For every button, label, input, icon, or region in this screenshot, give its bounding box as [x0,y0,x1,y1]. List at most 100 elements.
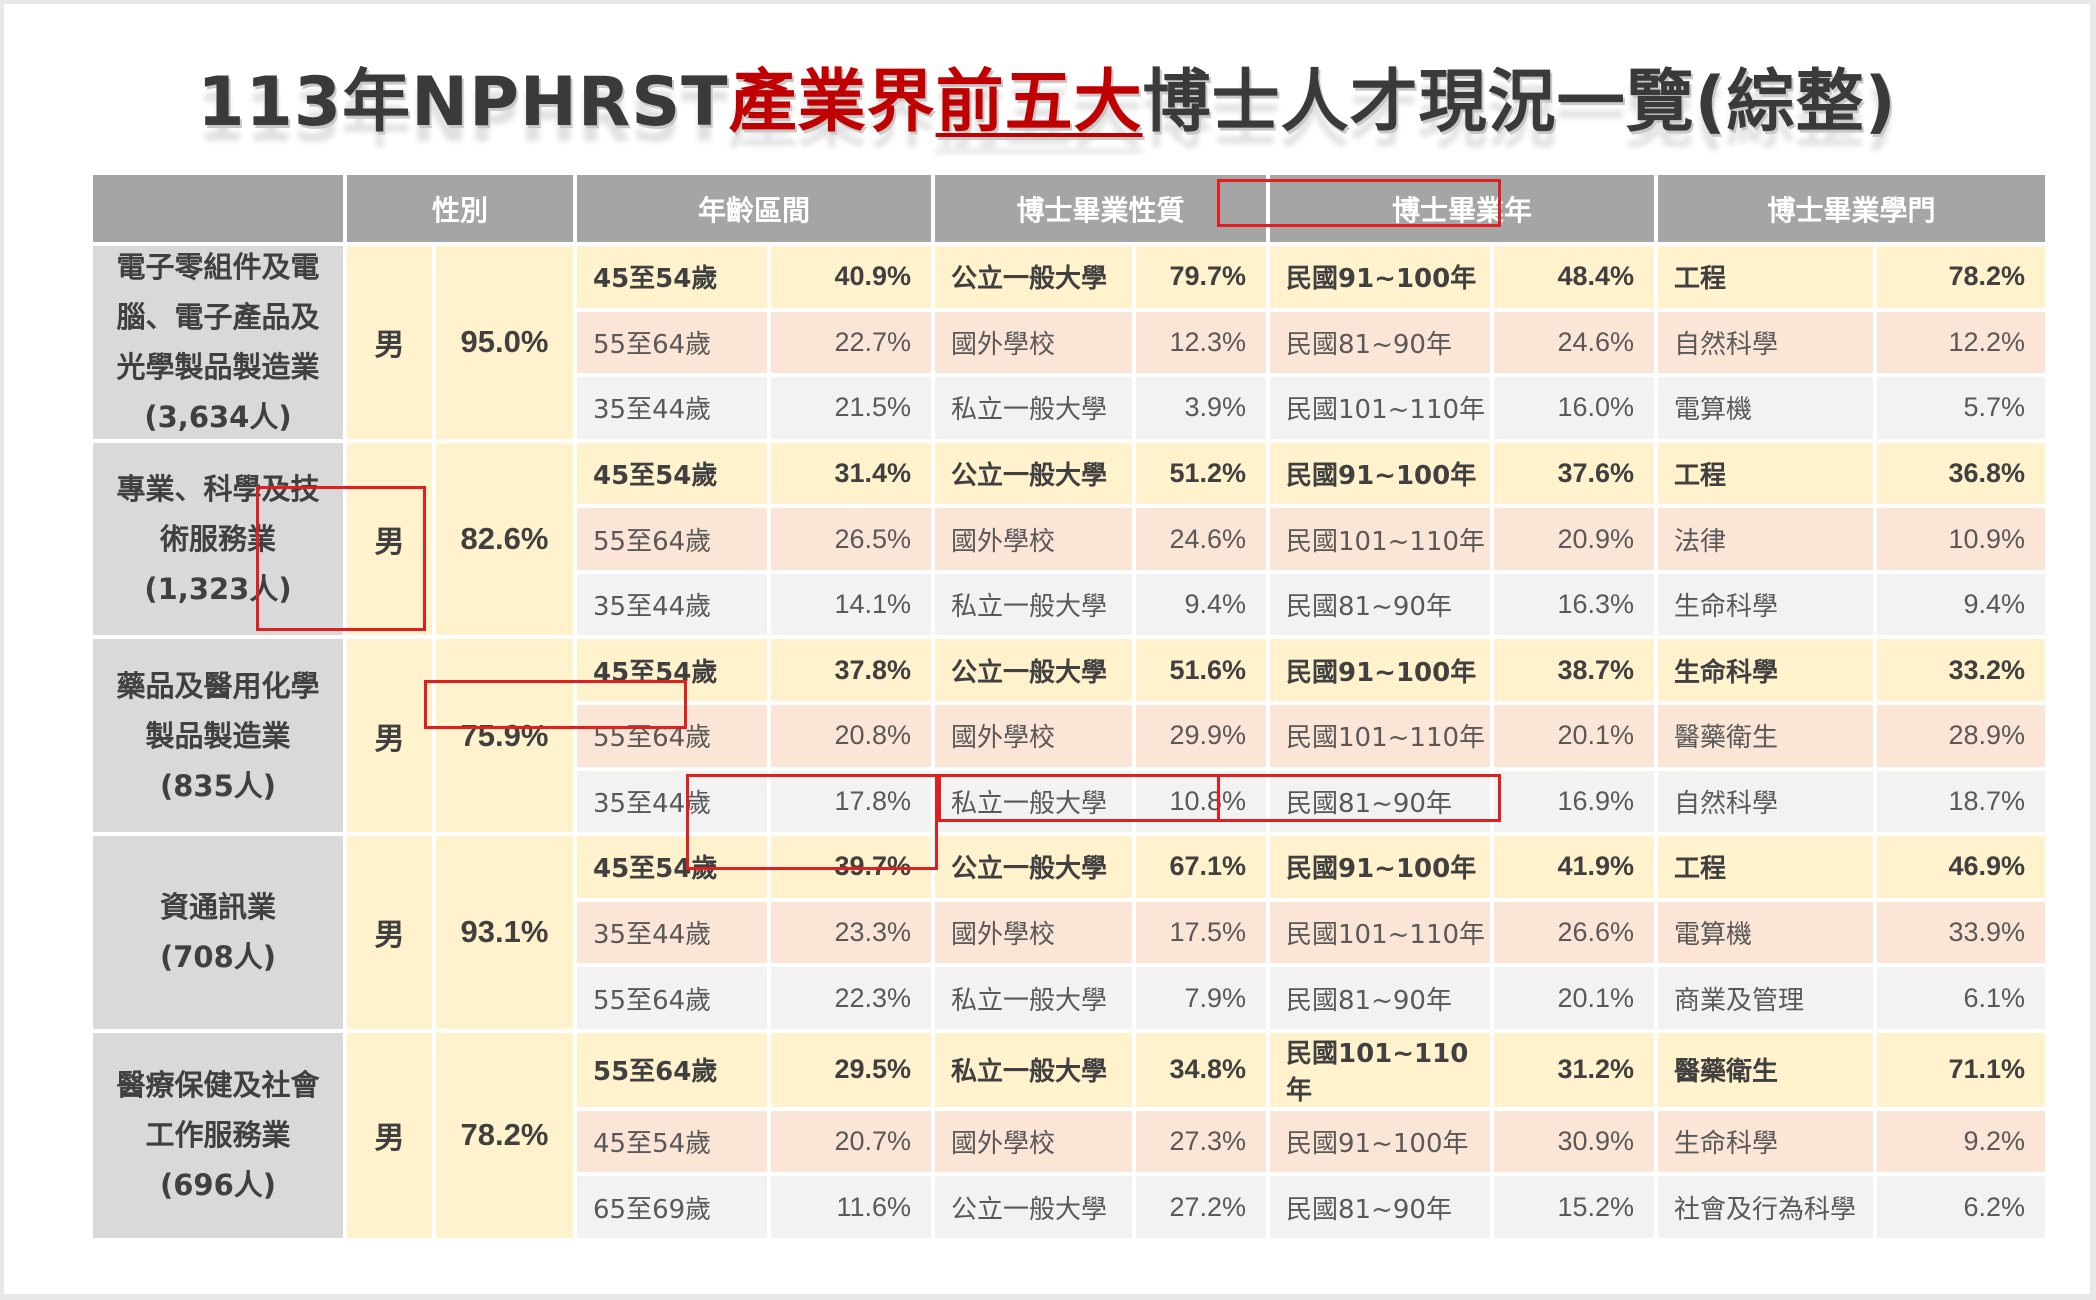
grad-year-percent: 24.6% [1494,311,1654,374]
industry-name-line: 工作服務業 [145,1118,291,1153]
industry-name-line: 專業、科學及技 [116,472,320,507]
field-percent: 12.2% [1877,311,2045,374]
grad-year: 民國91~100年 [1270,639,1490,701]
industry-name-line: 醫療保健及社會 [116,1068,320,1103]
gender-percent: 82.6% [436,442,573,636]
grad-year-percent: 38.7% [1494,639,1654,701]
grad-year: 民國101~110年 [1270,508,1490,570]
industry-name-line: 電子零組件及電 [116,250,320,285]
field-percent: 28.9% [1877,705,2045,767]
school-type: 私立一般大學 [935,1032,1132,1107]
school-type: 私立一般大學 [935,770,1132,833]
field-percent: 9.2% [1877,1110,2045,1173]
summary-table: 性別 年齡區間 博士畢業性質 博士畢業年 博士畢業學門 電子零組件及電 腦、電子產品及 光學製… [93,175,2045,1238]
field-percent: 71.1% [1877,1032,2045,1107]
field: 醫藥衛生 [1658,705,1873,767]
header-grad-year: 博士畢業年 [1270,175,1654,242]
school-type: 公立一般大學 [935,442,1132,505]
field: 生命科學 [1658,573,1873,636]
age-percent: 37.8% [771,639,931,701]
industry-name-line: (835人) [159,768,277,803]
age-percent: 40.9% [771,246,931,308]
age-percent: 11.6% [771,1176,931,1238]
school-type: 國外學校 [935,508,1132,570]
field-percent: 6.1% [1877,967,2045,1029]
age-range: 35至44歲 [577,573,767,636]
title-suffix: 博士人才現況一覽(綜整) [1142,63,1897,142]
age-percent: 22.7% [771,311,931,374]
gender-label: 男 [347,639,432,833]
field: 工程 [1658,246,1873,308]
school-type: 公立一般大學 [935,246,1132,308]
gender-percent: 93.1% [436,836,573,1029]
grad-year-percent: 37.6% [1494,442,1654,505]
field: 電算機 [1658,901,1873,964]
title-prefix: 113年NPHRST [197,63,729,142]
age-range: 55至64歲 [577,311,767,374]
field-percent: 33.2% [1877,639,2045,701]
field: 醫藥衛生 [1658,1032,1873,1107]
age-range: 35至44歲 [577,770,767,833]
header-age: 年齡區間 [577,175,931,242]
gender-label: 男 [347,442,432,636]
school-type: 公立一般大學 [935,639,1132,701]
school-type: 私立一般大學 [935,377,1132,439]
title-highlight-industry: 產業界 [728,63,936,142]
grad-year: 民國91~100年 [1270,442,1490,505]
gender-label: 男 [347,246,432,439]
school-percent: 29.9% [1136,705,1266,767]
field-percent: 36.8% [1877,442,2045,505]
grad-year-percent: 20.9% [1494,508,1654,570]
gender-label: 男 [347,1032,432,1238]
gender-percent: 78.2% [436,1032,573,1238]
field: 工程 [1658,442,1873,505]
school-type: 國外學校 [935,1110,1132,1173]
grad-year: 民國101~110年 [1270,1032,1490,1107]
header-gender: 性別 [347,175,573,242]
field: 自然科學 [1658,311,1873,374]
grad-year-percent: 30.9% [1494,1110,1654,1173]
page-title: 113年NPHRST產業界前五大博士人才現況一覽(綜整) [4,48,2090,158]
industry-name-line: (3,634人) [144,400,292,435]
grad-year-percent: 48.4% [1494,246,1654,308]
grad-year: 民國81~90年 [1270,573,1490,636]
grad-year: 民國101~110年 [1270,901,1490,964]
field: 生命科學 [1658,639,1873,701]
header-field: 博士畢業學門 [1658,175,2045,242]
grad-year: 民國101~110年 [1270,705,1490,767]
school-percent: 51.2% [1136,442,1266,505]
field-percent: 46.9% [1877,836,2045,898]
school-type: 國外學校 [935,705,1132,767]
age-percent: 23.3% [771,901,931,964]
school-percent: 51.6% [1136,639,1266,701]
age-range: 55至64歲 [577,705,767,767]
age-range: 45至54歲 [577,1110,767,1173]
age-range: 55至64歲 [577,967,767,1029]
age-range: 55至64歲 [577,1032,767,1107]
field: 法律 [1658,508,1873,570]
grad-year: 民國91~100年 [1270,246,1490,308]
industry-name-line: (708人) [159,940,277,975]
school-type: 國外學校 [935,311,1132,374]
school-percent: 12.3% [1136,311,1266,374]
header-corner [93,175,343,242]
industry-name-line: (1,323人) [144,572,292,607]
school-percent: 79.7% [1136,246,1266,308]
slide: 113年NPHRST產業界前五大博士人才現況一覽(綜整) 性別 年齡區間 博士畢業性… [4,4,2090,1294]
school-percent: 67.1% [1136,836,1266,898]
school-type: 私立一般大學 [935,967,1132,1029]
age-percent: 39.7% [771,836,931,898]
field-percent: 18.7% [1877,770,2045,833]
industry-name-line: 藥品及醫用化學 [116,668,320,703]
age-range: 45至54歲 [577,836,767,898]
school-type: 公立一般大學 [935,1176,1132,1238]
field: 電算機 [1658,377,1873,439]
age-range: 55至64歲 [577,508,767,570]
industry-name-line: (696人) [159,1168,277,1203]
field-percent: 5.7% [1877,377,2045,439]
field-percent: 78.2% [1877,246,2045,308]
age-percent: 31.4% [771,442,931,505]
industry-name-line: 光學製品製造業 [116,350,320,385]
grad-year: 民國91~100年 [1270,836,1490,898]
grad-year: 民國101~110年 [1270,377,1490,439]
